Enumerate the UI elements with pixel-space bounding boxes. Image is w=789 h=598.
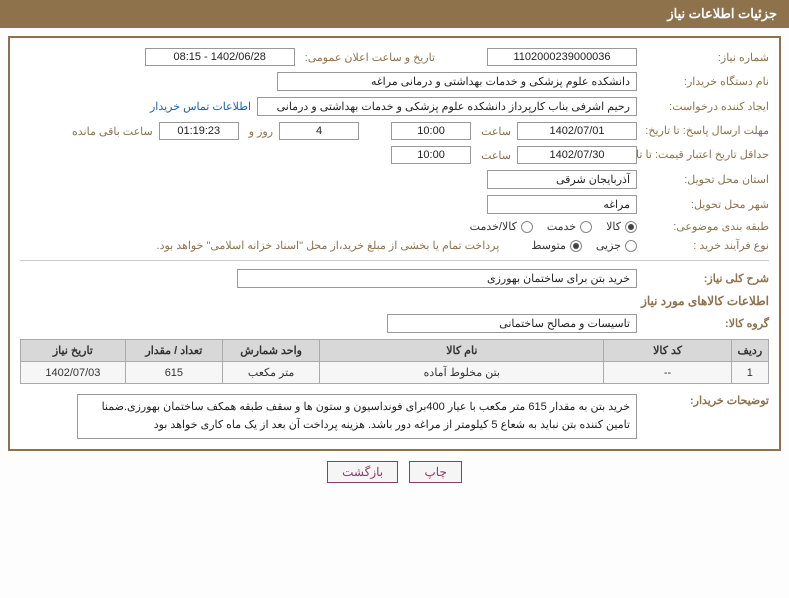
table-cell: بتن مخلوط آماده: [320, 362, 604, 384]
table-row: 1--بتن مخلوط آمادهمتر مکعب6151402/07/03: [21, 362, 769, 384]
radio-icon: [521, 221, 533, 233]
radio-option[interactable]: کالا/خدمت: [470, 220, 533, 233]
deadline-label: مهلت ارسال پاسخ: تا تاریخ:: [643, 124, 769, 138]
validity-label: حداقل تاریخ اعتبار قیمت: تا تاریخ:: [643, 148, 769, 162]
table-header: نام کالا: [320, 340, 604, 362]
main-frame: شماره نیاز: 1102000239000036 تاریخ و ساع…: [8, 36, 781, 451]
city-field: مراغه: [487, 195, 637, 214]
radio-icon: [580, 221, 592, 233]
radio-option[interactable]: خدمت: [547, 220, 592, 233]
requester-field: رحیم اشرفی بناب کارپرداز دانشکده علوم پز…: [257, 97, 637, 116]
need-title-field: خرید بتن برای ساختمان بهورزی: [237, 269, 637, 288]
radio-option[interactable]: متوسط: [531, 239, 582, 252]
buyer-notes-field: خرید بتن به مقدار 615 متر مکعب با عیار 4…: [77, 394, 637, 439]
table-cell: 615: [125, 362, 222, 384]
radio-label: خدمت: [547, 220, 576, 233]
items-info-title: اطلاعات کالاهای مورد نیاز: [20, 294, 769, 308]
payment-note: پرداخت تمام یا بخشی از مبلغ خرید،از محل …: [157, 239, 500, 252]
hour-label-2: ساعت: [477, 149, 511, 162]
radio-label: کالا/خدمت: [470, 220, 517, 233]
announce-datetime-field: 1402/06/28 - 08:15: [145, 48, 295, 66]
validity-hour-field: 10:00: [391, 146, 471, 164]
buyer-org-field: دانشکده علوم پزشکی و خدمات بهداشتی و درم…: [277, 72, 637, 91]
separator-1: [20, 260, 769, 261]
province-label: استان محل تحویل:: [643, 173, 769, 186]
radio-label: کالا: [606, 220, 621, 233]
radio-icon: [625, 221, 637, 233]
requester-label: ایجاد کننده درخواست:: [643, 100, 769, 113]
buyer-contact-link[interactable]: اطلاعات تماس خریدار: [150, 100, 251, 113]
validity-date-field: 1402/07/30: [517, 146, 637, 164]
need-number-label: شماره نیاز:: [643, 51, 769, 64]
group-label: گروه کالا:: [643, 317, 769, 330]
table-header: ردیف: [731, 340, 768, 362]
table-cell: 1402/07/03: [21, 362, 126, 384]
category-radio-group: کالا خدمت کالا/خدمت: [470, 220, 637, 233]
need-number-field: 1102000239000036: [487, 48, 637, 66]
need-title-label: شرح کلی نیاز:: [643, 272, 769, 285]
table-header: کد کالا: [604, 340, 731, 362]
radio-label: جزیی: [596, 239, 621, 252]
category-label: طبقه بندی موضوعی:: [643, 220, 769, 233]
table-cell: 1: [731, 362, 768, 384]
radio-label: متوسط: [531, 239, 566, 252]
process-label: نوع فرآیند خرید :: [643, 239, 769, 252]
page-title: جزئیات اطلاعات نیاز: [0, 0, 789, 28]
days-remaining-field: 4: [279, 122, 359, 140]
radio-icon: [570, 240, 582, 252]
announce-datetime-label: تاریخ و ساعت اعلان عمومی:: [301, 51, 435, 64]
hour-label-1: ساعت: [477, 125, 511, 138]
time-remaining-field: 01:19:23: [159, 122, 239, 140]
radio-icon: [625, 240, 637, 252]
radio-option[interactable]: جزیی: [596, 239, 637, 252]
table-header: تعداد / مقدار: [125, 340, 222, 362]
deadline-date-field: 1402/07/01: [517, 122, 637, 140]
table-cell: --: [604, 362, 731, 384]
buyer-notes-label: توضیحات خریدار:: [643, 394, 769, 407]
button-row: چاپ بازگشت: [0, 461, 789, 483]
buyer-org-label: نام دستگاه خریدار:: [643, 75, 769, 88]
table-cell: متر مکعب: [222, 362, 319, 384]
city-label: شهر محل تحویل:: [643, 198, 769, 211]
days-and-label: روز و: [245, 125, 273, 138]
group-field: تاسیسات و مصالح ساختمانی: [387, 314, 637, 333]
table-header: تاریخ نیاز: [21, 340, 126, 362]
table-header: واحد شمارش: [222, 340, 319, 362]
province-field: آذربایجان شرقی: [487, 170, 637, 189]
deadline-hour-field: 10:00: [391, 122, 471, 140]
items-table: ردیفکد کالانام کالاواحد شمارشتعداد / مقد…: [20, 339, 769, 384]
print-button[interactable]: چاپ: [409, 461, 461, 483]
time-left-label: ساعت باقی مانده: [68, 125, 153, 138]
process-radio-group: جزیی متوسط: [531, 239, 637, 252]
back-button[interactable]: بازگشت: [327, 461, 398, 483]
radio-option[interactable]: کالا: [606, 220, 637, 233]
